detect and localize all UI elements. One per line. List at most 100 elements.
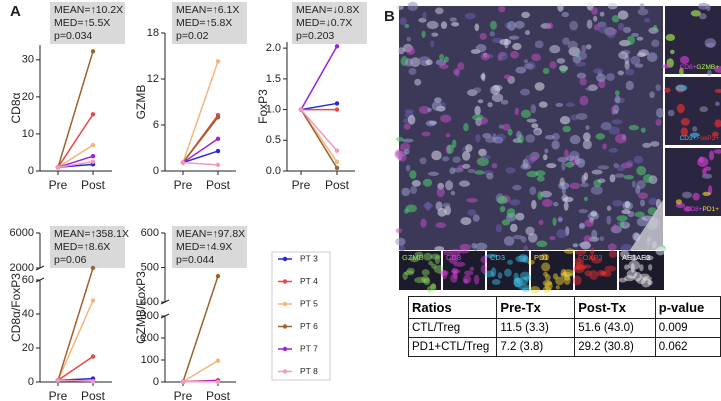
cell [529,156,538,162]
cell [614,95,621,104]
cell [690,10,702,17]
cell [611,119,623,125]
cell [644,255,654,261]
cell [713,149,721,154]
data-point [334,107,340,112]
cell [515,212,525,221]
cell [707,69,712,76]
data-point [90,354,96,359]
cell [422,11,427,20]
cell [559,177,565,187]
cell [507,259,513,265]
cell [531,199,537,210]
inset-label: CD8+PD1+ [686,206,719,213]
cell [564,149,569,159]
series-line [57,144,94,168]
cell [680,55,690,65]
cell [648,264,653,271]
cell [621,209,631,214]
cell [445,180,454,191]
stats-text: p=0.02 [176,30,209,42]
cell [555,285,560,290]
cell [631,32,640,37]
cell [481,155,492,160]
cell [397,153,407,162]
cell [614,173,625,178]
cell [443,56,449,63]
cell [405,109,414,114]
cell [578,209,588,214]
cell [581,264,592,269]
cell [406,46,416,55]
cell [395,136,404,142]
cell [530,104,537,114]
cell [582,139,592,150]
cell [581,174,586,184]
cell [625,68,635,76]
cell [648,197,658,206]
stats-text: p=0.06 [54,254,87,266]
cell [399,244,405,253]
stats-text: MED=↓0.7X [296,17,352,29]
legend-dot [282,256,288,262]
cell [436,187,445,198]
cell [626,35,635,46]
cell [540,190,552,198]
cell [599,270,608,276]
cell [597,21,607,28]
cell [636,36,644,41]
cell [422,178,433,187]
x-tick-label: Pre [174,389,193,401]
cell [414,78,422,86]
y-tick-label: 100 [141,354,159,366]
cell [467,168,476,173]
stats-box [50,226,125,268]
x-tick-label: Post [325,178,350,192]
cell [452,156,461,163]
cell [430,253,441,260]
cell [556,58,566,64]
cell [439,53,445,60]
cell [503,236,515,246]
cell [396,5,404,10]
cell [715,101,720,107]
cell [599,11,605,17]
cell [624,264,630,270]
cell [485,136,496,143]
panel-label: B [384,8,395,25]
y-tick-label: 300 [141,310,159,322]
cell [491,279,501,285]
y-tick-label: 60 [22,274,34,286]
cell [428,260,434,266]
cell [692,126,698,132]
cell [576,72,587,79]
cell [591,7,598,15]
cell [518,254,528,263]
series-line [182,360,219,383]
cell [604,265,617,272]
y-tick-label: 600 [141,227,159,239]
cell [547,22,553,30]
cell [508,35,520,40]
cell [639,273,650,279]
cell [475,134,481,143]
cell [404,23,410,29]
cell [513,277,521,288]
cell [633,272,642,282]
cell [535,170,546,177]
cell [556,229,567,239]
series-line [57,267,94,381]
cell [520,163,532,170]
cell [585,125,590,130]
cell [521,11,530,19]
legend-dot [282,301,288,307]
cell [708,150,715,161]
cell [637,8,649,16]
stats-text: MEAN=↑6.1X [176,4,239,16]
cell [618,277,627,283]
series-line [300,45,338,110]
cell [714,119,721,128]
cell [500,99,509,105]
cell [625,80,634,91]
cell [650,141,660,147]
